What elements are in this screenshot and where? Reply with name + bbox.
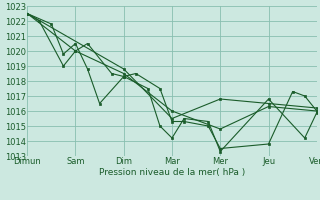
X-axis label: Pression niveau de la mer( hPa ): Pression niveau de la mer( hPa ) <box>99 168 245 177</box>
